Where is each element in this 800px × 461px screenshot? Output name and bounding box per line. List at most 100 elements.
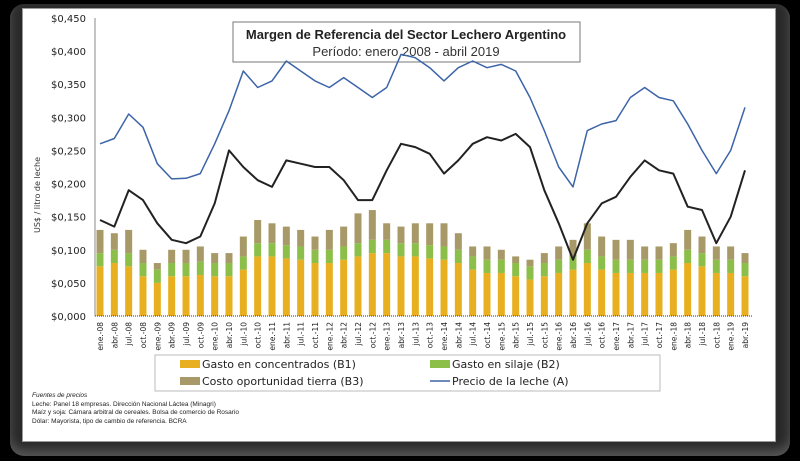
bar-b3 <box>239 236 247 257</box>
x-tick-label: ene.-14 <box>440 322 449 351</box>
bar-b1 <box>211 276 219 316</box>
bar-b1 <box>311 263 319 316</box>
y-tick-label: $0,200 <box>51 180 86 191</box>
footnote-heading: Fuentes de precios <box>32 392 88 399</box>
legend-label: Precio de la leche (A) <box>452 375 569 388</box>
x-tick-label: jul.-17 <box>641 322 650 347</box>
x-tick-label: ene.-13 <box>383 322 392 351</box>
bar-b3 <box>168 249 176 264</box>
x-tick-label: ene.-15 <box>497 322 506 351</box>
bar-b1 <box>153 282 161 316</box>
bar-b1 <box>139 276 147 316</box>
bar-b2 <box>612 259 620 273</box>
bar-b1 <box>383 253 391 316</box>
x-tick-label: abr.-08 <box>110 322 119 349</box>
bar-b1 <box>598 269 606 316</box>
bar-b2 <box>469 256 477 270</box>
bar-b1 <box>268 256 276 316</box>
x-tick-label: abr.-13 <box>397 322 406 349</box>
bar-b3 <box>182 249 190 264</box>
x-tick-label: ene.-09 <box>153 322 162 351</box>
bar-b3 <box>196 246 204 262</box>
bar-b1 <box>669 269 677 316</box>
chart-title: Margen de Referencia del Sector Lechero … <box>246 27 566 42</box>
bar-b3 <box>383 223 391 240</box>
bar-b2 <box>153 269 161 283</box>
x-tick-label: oct.-10 <box>254 322 263 349</box>
bar-b1 <box>440 259 448 316</box>
x-tick-label: oct.-09 <box>196 322 205 349</box>
bar-b2 <box>741 263 749 277</box>
bar-b2 <box>698 253 706 267</box>
legend <box>154 354 661 392</box>
legend-label: Gasto en silaje (B2) <box>452 358 560 371</box>
bar-b3 <box>483 246 491 260</box>
bar-b1 <box>526 279 534 316</box>
bar-b2 <box>96 253 104 267</box>
bar-b2 <box>583 249 591 264</box>
bar-b2 <box>411 243 419 257</box>
bar-b2 <box>712 259 720 273</box>
bar-b3 <box>297 229 305 247</box>
bar-b2 <box>626 259 634 273</box>
bar-b2 <box>110 249 118 264</box>
bar-b1 <box>282 258 290 316</box>
bar-b3 <box>211 253 219 264</box>
legend-label: Gasto en concentrados (B1) <box>202 358 356 371</box>
x-tick-label: oct.-18 <box>712 322 721 349</box>
x-tick-label: abr.-09 <box>168 322 177 349</box>
bar-b2 <box>483 259 491 273</box>
bar-b2 <box>569 256 577 270</box>
x-tick-label: oct.-14 <box>483 322 492 349</box>
bar-b3 <box>512 256 520 264</box>
bar-b3 <box>727 246 735 260</box>
bar-b2 <box>655 259 663 273</box>
legend-swatch <box>430 360 450 368</box>
x-tick-label: oct.-11 <box>311 322 320 349</box>
x-tick-label: jul.-12 <box>354 322 363 347</box>
bar-b2 <box>440 246 448 260</box>
x-tick-label: abr.-12 <box>340 322 349 349</box>
y-tick-label: $0,450 <box>51 14 86 25</box>
bar-b3 <box>397 226 405 244</box>
legend-swatch <box>180 360 200 368</box>
x-tick-label: jul.-08 <box>125 322 134 347</box>
bar-b2 <box>397 243 405 257</box>
legend-label: Costo oportunidad tierra (B3) <box>202 375 364 388</box>
y-tick-label: $0,150 <box>51 213 86 224</box>
x-tick-label: ene.-19 <box>727 322 736 351</box>
bar-b2 <box>182 263 190 277</box>
x-tick-label: ene.-18 <box>669 322 678 351</box>
x-tick-label: abr.-11 <box>282 322 291 349</box>
bar-b2 <box>325 249 333 264</box>
x-tick-label: oct.-16 <box>598 322 607 349</box>
bar-b1 <box>483 272 491 316</box>
x-tick-label: abr.-15 <box>512 322 521 349</box>
bar-b2 <box>225 263 233 277</box>
bar-b2 <box>139 263 147 277</box>
x-tick-label: ene.-08 <box>96 322 105 351</box>
x-tick-label: abr.-18 <box>684 322 693 349</box>
bar-b1 <box>325 263 333 316</box>
bar-b2 <box>526 266 534 280</box>
bar-b3 <box>655 246 663 260</box>
bar-b1 <box>555 272 563 316</box>
bar-b3 <box>626 239 634 260</box>
x-tick-label: jul.-14 <box>469 322 478 347</box>
bar-b1 <box>698 266 706 316</box>
bar-b2 <box>211 263 219 277</box>
x-tick-label: abr.-19 <box>741 322 750 349</box>
bar-b3 <box>125 229 133 254</box>
bar-b3 <box>583 223 591 250</box>
bar-b1 <box>569 269 577 316</box>
bar-b1 <box>497 272 505 316</box>
bar-b2 <box>383 239 391 254</box>
bar-b3 <box>354 213 362 244</box>
bar-b3 <box>254 219 262 244</box>
x-tick-label: oct.-15 <box>540 322 549 349</box>
bar-b3 <box>712 246 720 260</box>
bar-b2 <box>297 246 305 260</box>
x-tick-label: jul.-13 <box>411 322 420 347</box>
bar-b1 <box>641 272 649 316</box>
